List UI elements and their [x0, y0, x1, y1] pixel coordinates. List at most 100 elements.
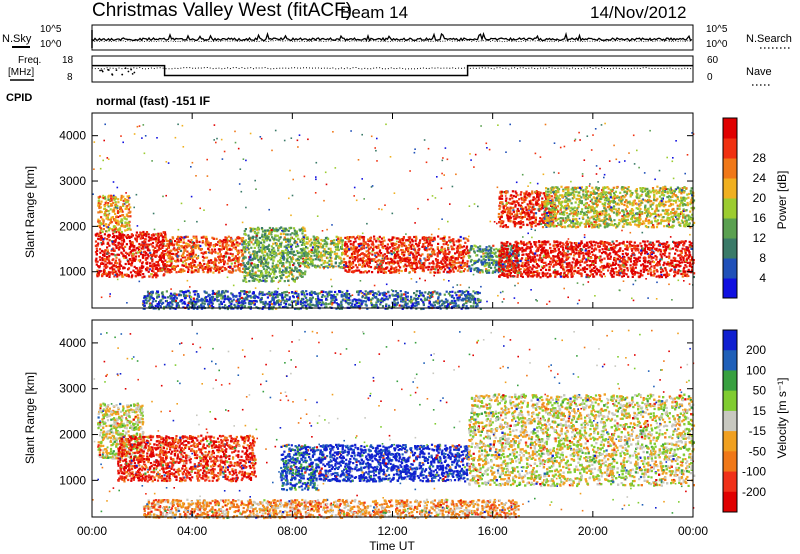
data-cell — [352, 235, 355, 239]
data-cell — [184, 249, 187, 252]
data-cell — [176, 237, 179, 241]
data-cell — [605, 241, 608, 244]
data-cell — [181, 261, 185, 264]
data-cell — [664, 251, 667, 254]
data-cell — [622, 240, 625, 243]
data-cell — [396, 237, 399, 240]
data-cell — [223, 263, 226, 266]
data-cell — [177, 241, 180, 244]
data-cell — [282, 258, 285, 261]
data-cell — [127, 215, 130, 218]
data-cell — [354, 257, 357, 260]
data-cell — [606, 262, 609, 265]
nave-point — [111, 73, 113, 75]
data-cell — [279, 256, 282, 259]
data-cell — [449, 239, 453, 242]
data-cell — [506, 267, 509, 270]
data-cell — [678, 241, 681, 244]
data-cell — [536, 270, 539, 273]
data-cell — [237, 263, 240, 266]
data-cell — [415, 261, 418, 264]
data-cell — [126, 200, 129, 203]
data-cell — [428, 256, 431, 259]
data-cell — [208, 264, 211, 268]
data-cell — [629, 260, 633, 263]
data-cell — [292, 263, 295, 267]
data-cell — [114, 218, 117, 221]
data-cell — [362, 260, 365, 263]
data-cell — [612, 245, 615, 248]
data-cell — [578, 255, 581, 258]
data-cell — [96, 269, 99, 272]
data-cell — [492, 244, 495, 247]
data-cell — [524, 243, 527, 246]
data-cell — [263, 241, 266, 244]
data-cell — [359, 257, 362, 260]
data-cell — [354, 247, 357, 250]
data-cell — [517, 270, 520, 273]
data-cell — [119, 210, 123, 213]
data-cell — [636, 260, 639, 263]
data-cell — [204, 266, 207, 269]
freq-panel-frame — [91, 55, 694, 83]
data-cell — [231, 267, 234, 271]
data-cell — [254, 272, 257, 275]
data-cell — [684, 251, 687, 254]
data-cell — [538, 244, 541, 247]
data-cell — [466, 251, 469, 255]
data-cell — [525, 273, 529, 276]
data-cell — [674, 252, 677, 255]
data-cell — [249, 230, 252, 233]
data-cell — [226, 239, 229, 242]
data-cell — [659, 266, 662, 269]
data-cell — [500, 246, 504, 249]
data-cell — [266, 237, 269, 240]
data-cell — [515, 256, 518, 259]
data-cell — [298, 251, 301, 254]
data-cell — [280, 253, 283, 256]
data-cell — [662, 264, 665, 267]
data-cell — [594, 244, 597, 247]
data-cell — [669, 269, 672, 272]
data-cell — [534, 260, 537, 263]
data-cell — [340, 245, 343, 248]
data-cell — [217, 240, 220, 244]
data-cell — [641, 247, 644, 250]
data-cell — [529, 251, 532, 254]
data-cell — [158, 255, 161, 259]
data-cell — [214, 251, 217, 254]
data-cell — [546, 249, 549, 252]
data-cell — [573, 246, 576, 249]
data-cell — [529, 247, 532, 250]
data-cell — [147, 267, 150, 270]
data-cell — [501, 256, 504, 259]
data-cell — [556, 270, 559, 273]
data-cell — [123, 240, 126, 243]
data-cell — [224, 244, 227, 247]
data-cell — [563, 275, 566, 279]
data-cell — [445, 263, 448, 267]
data-cell — [389, 267, 392, 271]
data-cell — [417, 248, 420, 251]
data-cell — [296, 251, 300, 255]
data-cell — [300, 251, 303, 254]
data-cell — [639, 256, 642, 259]
data-cell — [559, 250, 562, 254]
data-cell — [365, 250, 368, 253]
data-cell — [264, 269, 267, 273]
data-cell — [259, 264, 262, 267]
data-cell — [350, 263, 353, 266]
data-cell — [629, 264, 632, 267]
data-cell — [601, 248, 604, 251]
data-cell — [443, 247, 446, 250]
data-cell — [175, 271, 178, 274]
data-cell — [252, 250, 255, 253]
data-cell — [509, 262, 512, 265]
data-cell — [105, 255, 109, 259]
data-cell — [106, 238, 109, 241]
data-cell — [103, 204, 106, 207]
data-cell — [386, 262, 389, 265]
data-cell — [282, 250, 285, 253]
data-cell — [158, 241, 161, 244]
data-cell — [194, 265, 197, 268]
